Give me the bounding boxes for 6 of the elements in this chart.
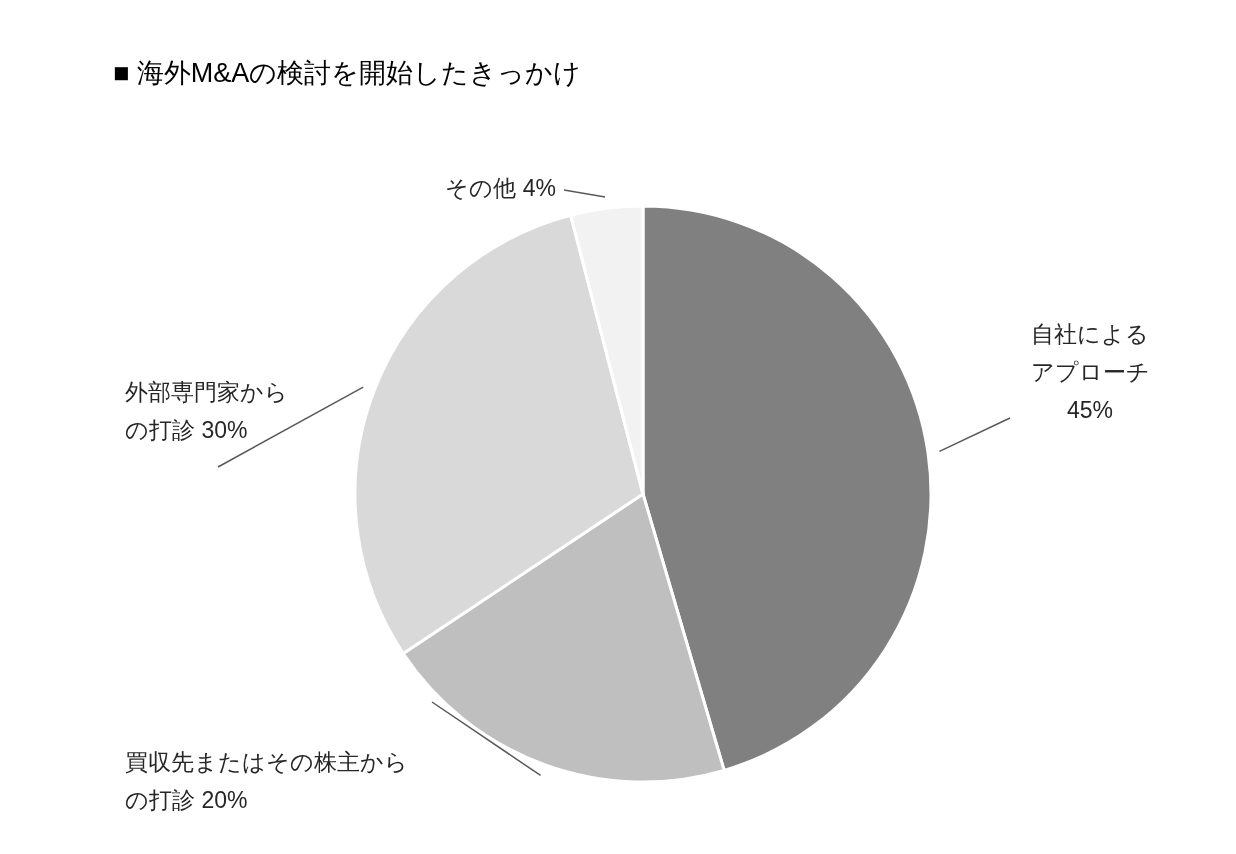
slice-label: 自社によるアプローチ [1030, 321, 1150, 385]
chart-title: ■ 海外M&Aの検討を開始したきっかけ [113, 58, 582, 88]
slice-label: 買収先またはその株主からの打診 20% [125, 749, 408, 813]
slice-label: 外部専門家からの打診 30% [125, 379, 288, 443]
data-label: 45% [1066, 397, 1114, 423]
slice-label: その他 4% [445, 175, 556, 201]
